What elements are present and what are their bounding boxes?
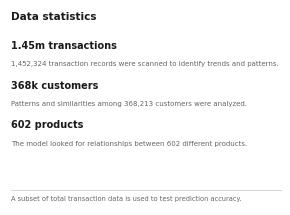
Text: 1,452,324 transaction records were scanned to identify trends and patterns.: 1,452,324 transaction records were scann… [11,61,279,67]
Text: A subset of total transaction data is used to test prediction accuracy.: A subset of total transaction data is us… [11,196,242,202]
Text: Patterns and similarities among 368,213 customers were analyzed.: Patterns and similarities among 368,213 … [11,101,247,107]
Text: The model looked for relationships between 602 different products.: The model looked for relationships betwe… [11,141,247,147]
Text: 1.45m transactions: 1.45m transactions [11,41,117,51]
Text: 368k customers: 368k customers [11,81,98,91]
Text: Data statistics: Data statistics [11,12,97,22]
Text: 602 products: 602 products [11,120,84,131]
